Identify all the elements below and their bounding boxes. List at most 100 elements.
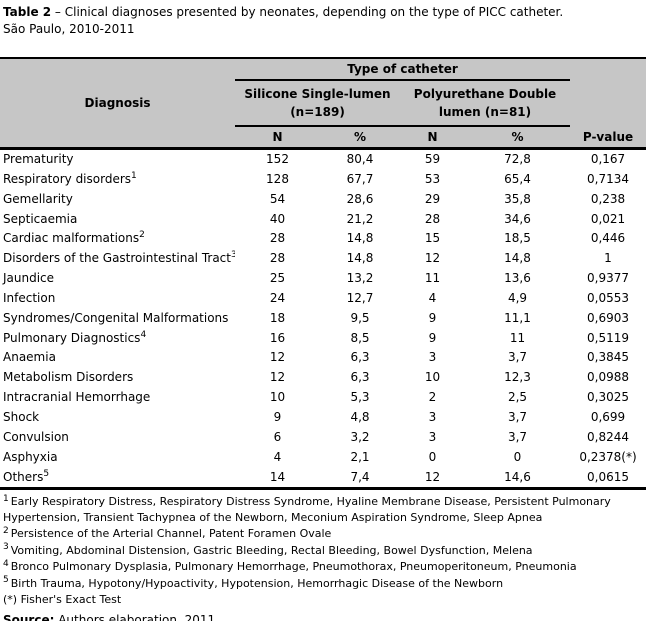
value-cell: 6: [273, 429, 282, 444]
value-cell: 5,3: [350, 390, 370, 405]
value-cell: 34,6: [504, 211, 531, 226]
value-cell: 9,5: [350, 310, 370, 325]
diagnosis-cell: Cardiac malformations2: [3, 230, 145, 246]
value-cell: 18,5: [504, 231, 531, 246]
table-row: Respiratory disorders1 128 67,7 53 65,4 0,713…: [0, 170, 646, 190]
value-cell: 28: [269, 251, 286, 266]
value-cell: 3,7: [507, 429, 528, 444]
value-cell: 15: [424, 231, 441, 246]
value-cell: 3,7: [507, 409, 528, 424]
value-cell: 65,4: [504, 171, 531, 186]
table-row: Anaemia 12 6,3 3 3,7 0,3845: [0, 348, 646, 368]
value-cell: 3: [428, 409, 437, 424]
diagnosis-cell: Shock: [3, 409, 40, 424]
type-of-catheter-header: Type of catheter: [235, 57, 570, 81]
value-cell: 11: [509, 330, 526, 345]
footnote: 5 Birth Trauma, Hypotony/Hypoactivity, Hy…: [3, 575, 504, 590]
value-cell: 10: [269, 390, 286, 405]
footnote: 1 Early Respiratory Distress, Respiratory…: [3, 493, 611, 524]
value-cell: 14,8: [504, 251, 531, 266]
footnote: (*) Fisher's Exact Test: [3, 593, 122, 607]
value-cell: 12: [269, 370, 286, 385]
value-cell: 0,6903: [587, 310, 629, 325]
value-cell: 10: [424, 370, 441, 385]
value-cell: 12: [269, 350, 286, 365]
value-cell: 3: [428, 429, 437, 444]
diagnosis-cell: Jaundice: [3, 271, 55, 286]
diagnosis-cell: Intracranial Hemorrhage: [3, 390, 151, 405]
polyurethane-group-header: Polyurethane Double lumen (n=81): [400, 80, 570, 127]
table-row: Gemellarity 54 28,6 29 35,8 0,238: [0, 190, 646, 210]
diagnosis-cell: Syndromes/Congenital Malformations: [3, 310, 229, 325]
value-cell: 11: [424, 271, 441, 286]
value-cell: 28: [424, 211, 441, 226]
value-cell: 152: [266, 152, 289, 166]
n-column-header: N: [235, 126, 320, 150]
value-cell: 0,5119: [587, 330, 629, 345]
table-header: Diagnosis Type of catheter Silicone Sing…: [0, 57, 646, 150]
footnote: 3 Vomiting, Abdominal Distension, Gastric…: [3, 542, 533, 557]
value-cell: 14,8: [346, 251, 374, 266]
value-cell: 54: [269, 191, 286, 206]
table-row: Syndromes/Congenital Malformations 18 9,5 9…: [0, 309, 646, 329]
table-row: Infection 24 12,7 4 4,9 0,0553: [0, 289, 646, 309]
value-cell: 4: [428, 290, 437, 305]
diagnosis-cell: Asphyxia: [3, 449, 58, 464]
value-cell: 13,6: [504, 271, 531, 286]
value-cell: 4: [273, 449, 282, 464]
table-row: Jaundice 25 13,2 11 13,6 0,9377: [0, 269, 646, 289]
table-caption-number: Table 2: [3, 5, 52, 19]
value-cell: 0,9377: [587, 271, 629, 286]
source-line: Source: Authors elaboration, 2011: [3, 613, 646, 621]
value-cell: 2,1: [350, 449, 370, 464]
value-cell: 14,6: [465, 467, 570, 491]
value-cell: 1: [604, 251, 612, 266]
value-cell: 14,8: [346, 231, 374, 246]
table-caption: Table 2 – Clinical diagnoses presented b…: [3, 4, 640, 38]
value-cell: 0,021: [590, 211, 626, 226]
value-cell: 12: [424, 251, 441, 266]
value-cell: 72,8: [504, 152, 531, 166]
diagnosis-cell: Gemellarity: [3, 191, 73, 206]
diagnosis-cell: Septicaemia: [3, 211, 78, 226]
pct-column-header: %: [320, 126, 400, 150]
value-cell: 0,8244: [587, 429, 629, 444]
value-cell: 80,4: [346, 152, 374, 166]
value-cell: 59: [424, 152, 441, 166]
value-cell: 12,3: [504, 370, 531, 385]
table-row: Disorders of the Gastrointestinal Tract3…: [0, 249, 646, 269]
table-row: Septicaemia 40 21,2 28 34,6 0,021: [0, 210, 646, 230]
value-cell: 0,3845: [587, 350, 629, 365]
value-cell: 6,3: [350, 350, 370, 365]
value-cell: 0,238: [590, 191, 626, 206]
value-cell: 21,2: [346, 211, 374, 226]
pvalue-column-header: P-value: [570, 126, 646, 150]
value-cell: 67,7: [346, 171, 374, 186]
value-cell: 0,0553: [587, 290, 629, 305]
value-cell: 28,6: [346, 191, 374, 206]
table-caption-location: São Paulo, 2010-2011: [3, 22, 135, 36]
value-cell: 2,5: [507, 390, 528, 405]
header-spacer: [570, 80, 646, 126]
footnotes: 1 Early Respiratory Distress, Respiratory…: [3, 494, 642, 608]
value-cell: 3,7: [507, 350, 528, 365]
header-spacer: [570, 57, 646, 80]
value-cell: 14: [235, 467, 320, 491]
diagnosis-column-header: Diagnosis: [0, 57, 235, 150]
table-row: Pulmonary Diagnostics4 16 8,5 9 11 0,5119: [0, 329, 646, 349]
value-cell: 0,167: [590, 152, 626, 166]
value-cell: 9: [428, 330, 437, 345]
value-cell: 6,3: [350, 370, 370, 385]
value-cell: 0: [513, 449, 522, 464]
value-cell: 11,1: [504, 310, 531, 325]
table-row: Shock 9 4,8 3 3,7 0,699: [0, 408, 646, 428]
n-column-header: N: [400, 126, 465, 150]
value-cell: 24: [269, 290, 286, 305]
value-cell: 25: [269, 271, 286, 286]
diagnosis-cell: Disorders of the Gastrointestinal Tract3: [3, 250, 235, 266]
value-cell: 12,7: [346, 290, 374, 305]
value-cell: 0,2378(*): [579, 449, 637, 464]
value-cell: 2: [428, 390, 437, 405]
footnote: 2 Persistence of the Arterial Channel, Pa…: [3, 525, 332, 541]
